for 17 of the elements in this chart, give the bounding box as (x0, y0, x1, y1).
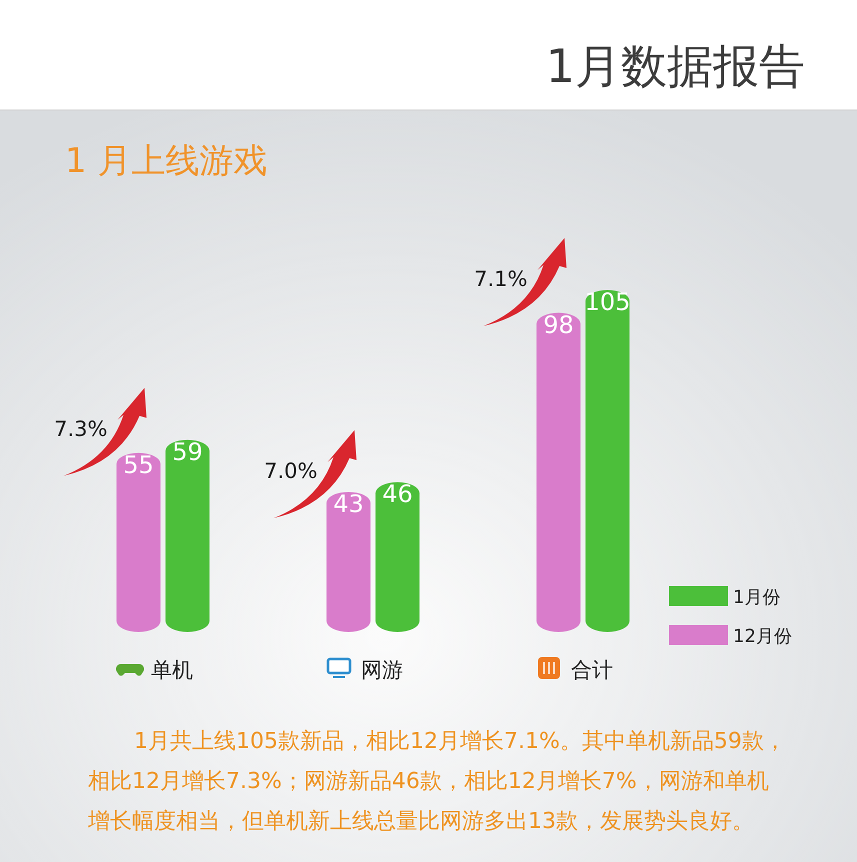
chart-title: 1月数据报告 (546, 39, 805, 93)
legend-label: 1月份 (733, 587, 780, 608)
data-label: 46 (382, 480, 413, 508)
data-label: 55 (123, 450, 154, 479)
data-label: 105 (584, 288, 630, 316)
data-label: 43 (333, 490, 364, 518)
x-tick-label: 合计 (571, 658, 613, 682)
annotation: 7.1% (474, 267, 528, 291)
data-label: 98 (543, 310, 574, 339)
x-tick-label: 网游 (361, 658, 403, 682)
x-tick-label: 单机 (151, 658, 193, 682)
data-label: 59 (172, 438, 203, 466)
annotation: 1月共上线105款新品，相比12月增长7.1%。其中单机新品59款，相比12月增长7.3%；网游新品46款，相比12月增长7%，网游和单机增长幅度相当，但单机新上线总量比网游多出13款，发展势头良好。 (88, 728, 787, 836)
annotation: 7.0% (264, 459, 318, 484)
chart-subtitle: 1 月上线游戏 (65, 141, 268, 181)
legend-label: 12月份 (733, 626, 792, 647)
annotation: 7.3% (54, 416, 108, 441)
